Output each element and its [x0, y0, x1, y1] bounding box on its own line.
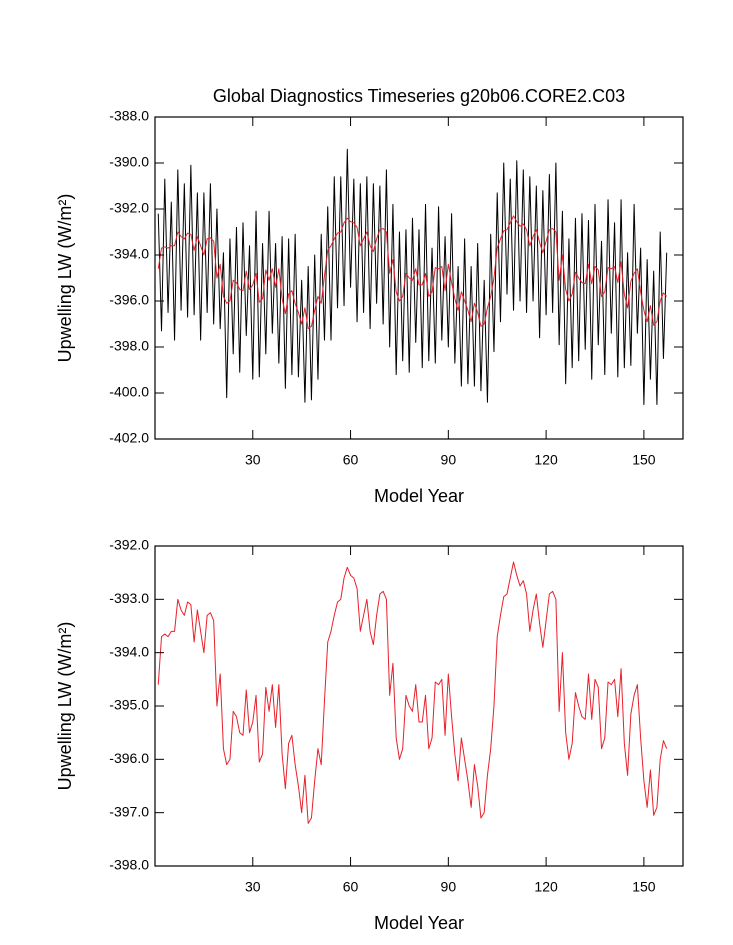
x-tick-label: 30 — [245, 452, 261, 468]
data-line — [157, 215, 668, 330]
x-tick-label: 60 — [343, 452, 359, 468]
y-tick-label: -394.0 — [109, 246, 149, 262]
plot-frame — [154, 116, 684, 440]
y-tick-label: -397.0 — [109, 803, 149, 819]
y-tick-label: -396.0 — [109, 750, 149, 766]
x-tick-label: 150 — [632, 452, 656, 468]
x-tick-label: 90 — [441, 879, 457, 895]
plot-frame — [154, 545, 684, 867]
x-tick-label: 30 — [245, 879, 261, 895]
x-axis-label: Model Year — [374, 486, 464, 506]
y-tick-label: -394.0 — [109, 643, 149, 659]
y-tick-label: -392.0 — [109, 537, 149, 553]
y-tick-label: -395.0 — [109, 697, 149, 713]
y-tick-label: -392.0 — [109, 200, 149, 216]
y-tick-label: -388.0 — [109, 108, 149, 124]
y-tick-label: -390.0 — [109, 154, 149, 170]
data-line — [157, 148, 668, 405]
y-tick-label: -398.0 — [109, 338, 149, 354]
y-axis-label: Upwelling LW (W/m²) — [55, 194, 75, 363]
data-line — [157, 561, 668, 824]
y-tick-label: -398.0 — [109, 857, 149, 873]
x-axis-label: Model Year — [374, 913, 464, 933]
x-tick-label: 60 — [343, 879, 359, 895]
chart-title: Global Diagnostics Timeseries g20b06.COR… — [213, 86, 625, 106]
y-tick-label: -393.0 — [109, 590, 149, 606]
y-axis-label: Upwelling LW (W/m²) — [55, 622, 75, 791]
x-tick-label: 120 — [534, 452, 558, 468]
x-tick-label: 90 — [441, 452, 457, 468]
x-tick-label: 150 — [632, 879, 656, 895]
y-tick-label: -402.0 — [109, 430, 149, 446]
x-tick-label: 120 — [534, 879, 558, 895]
y-tick-label: -400.0 — [109, 384, 149, 400]
y-tick-label: -396.0 — [109, 292, 149, 308]
